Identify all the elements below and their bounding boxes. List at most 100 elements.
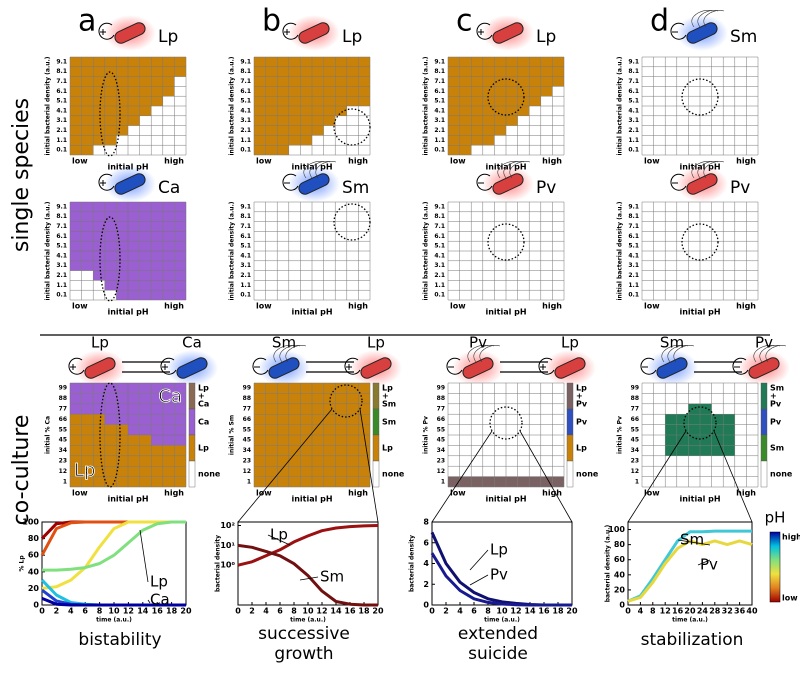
y-tick-label: 6.1 [240, 88, 251, 95]
cell [116, 445, 128, 456]
annotation-leader [147, 599, 151, 604]
cell [151, 435, 163, 446]
cell [734, 476, 747, 487]
cell [688, 455, 700, 467]
y-tick-label: 45 [243, 437, 251, 444]
y-tick-label: 20 [28, 584, 40, 593]
cell [104, 455, 117, 467]
caption: extended [458, 624, 538, 644]
cell [116, 466, 128, 477]
x-axis-label: initial pH [679, 495, 720, 504]
y-tick-label: 45 [59, 437, 67, 444]
cell [700, 476, 712, 487]
cell [288, 393, 301, 404]
cell [104, 435, 117, 446]
cell [128, 466, 140, 477]
cell [277, 466, 289, 477]
y-tick-label: 4.1 [56, 107, 67, 114]
x-axis-label: initial pH [107, 495, 148, 504]
y-tick-label: 99 [59, 385, 67, 392]
cell [653, 445, 666, 456]
y-tick-label: 0 [33, 601, 39, 610]
bacterium [114, 173, 146, 195]
cell [174, 414, 186, 425]
cell [459, 445, 472, 456]
cell [139, 466, 152, 477]
x-tick-label: 2 [249, 607, 255, 616]
feedback-loop [476, 173, 493, 191]
annotation-leader [139, 529, 149, 583]
species-label: Sm [660, 334, 684, 352]
y-tick-label: 88 [59, 395, 67, 402]
flagellum [497, 161, 519, 179]
cell [552, 466, 564, 477]
x-low: low [644, 489, 660, 498]
x-low: low [72, 302, 88, 311]
legend-swatch [566, 460, 574, 488]
cell [552, 445, 564, 456]
cell [700, 435, 712, 446]
species-label: Lp [91, 334, 109, 352]
cell [277, 383, 289, 394]
highlight [681, 78, 719, 116]
x-low: low [72, 157, 88, 166]
highlight [99, 71, 121, 157]
x-tick-label: 0 [429, 607, 435, 616]
cell [517, 383, 530, 394]
y-tick-label: 77 [243, 406, 251, 413]
y-tick-label: 6.1 [628, 88, 639, 95]
cell [540, 476, 553, 487]
y-tick-label: 6.1 [56, 233, 67, 240]
cell [174, 403, 186, 415]
cell [506, 383, 518, 394]
cell [323, 445, 336, 456]
x-tick-label: 16 [152, 607, 164, 616]
cell [494, 414, 506, 425]
y-tick-label: 9.1 [628, 58, 639, 65]
cell [448, 455, 460, 467]
y-tick-label: 1.1 [628, 137, 639, 144]
feedback-loop [282, 173, 299, 191]
y-tick-label: 77 [631, 406, 639, 413]
species-label: Lp [536, 27, 556, 47]
legend-label: Sm [770, 444, 784, 453]
filled-cells [323, 57, 336, 126]
cell [529, 476, 541, 487]
x-high: high [164, 157, 184, 166]
x-tick-label: 0 [39, 607, 45, 616]
y-tick-label: 1 [635, 478, 639, 485]
legend-label: Pv [770, 418, 782, 427]
cell [300, 445, 312, 456]
cell [459, 435, 472, 446]
legend-label: Ca [198, 400, 209, 409]
cell [300, 455, 312, 467]
y-tick-label: 1 [441, 478, 445, 485]
y-tick-label: 3.1 [628, 117, 639, 124]
cell [665, 435, 677, 446]
species-label: Pv [536, 178, 556, 198]
x-axis-label: initial pH [291, 308, 332, 317]
cell [517, 455, 530, 467]
cell [471, 455, 483, 467]
colorbar-title: pH [765, 509, 786, 527]
y-tick-label: 1 [247, 478, 251, 485]
flagellum [315, 161, 337, 179]
zoom-line [359, 408, 379, 523]
cell [162, 403, 175, 415]
cell [642, 466, 654, 477]
cell [676, 393, 689, 404]
cell [312, 445, 324, 456]
cell [723, 414, 735, 425]
legend-label: Lp [576, 384, 587, 393]
cell [517, 445, 530, 456]
x-tick-label: 2 [443, 607, 449, 616]
y-tick-label: 5.1 [56, 243, 67, 250]
cell [162, 414, 175, 425]
x-high: high [736, 489, 756, 498]
cell [358, 445, 370, 456]
cell [700, 393, 712, 404]
cell [459, 455, 472, 467]
cell [358, 455, 370, 467]
cell [642, 414, 654, 425]
cell [653, 383, 666, 394]
